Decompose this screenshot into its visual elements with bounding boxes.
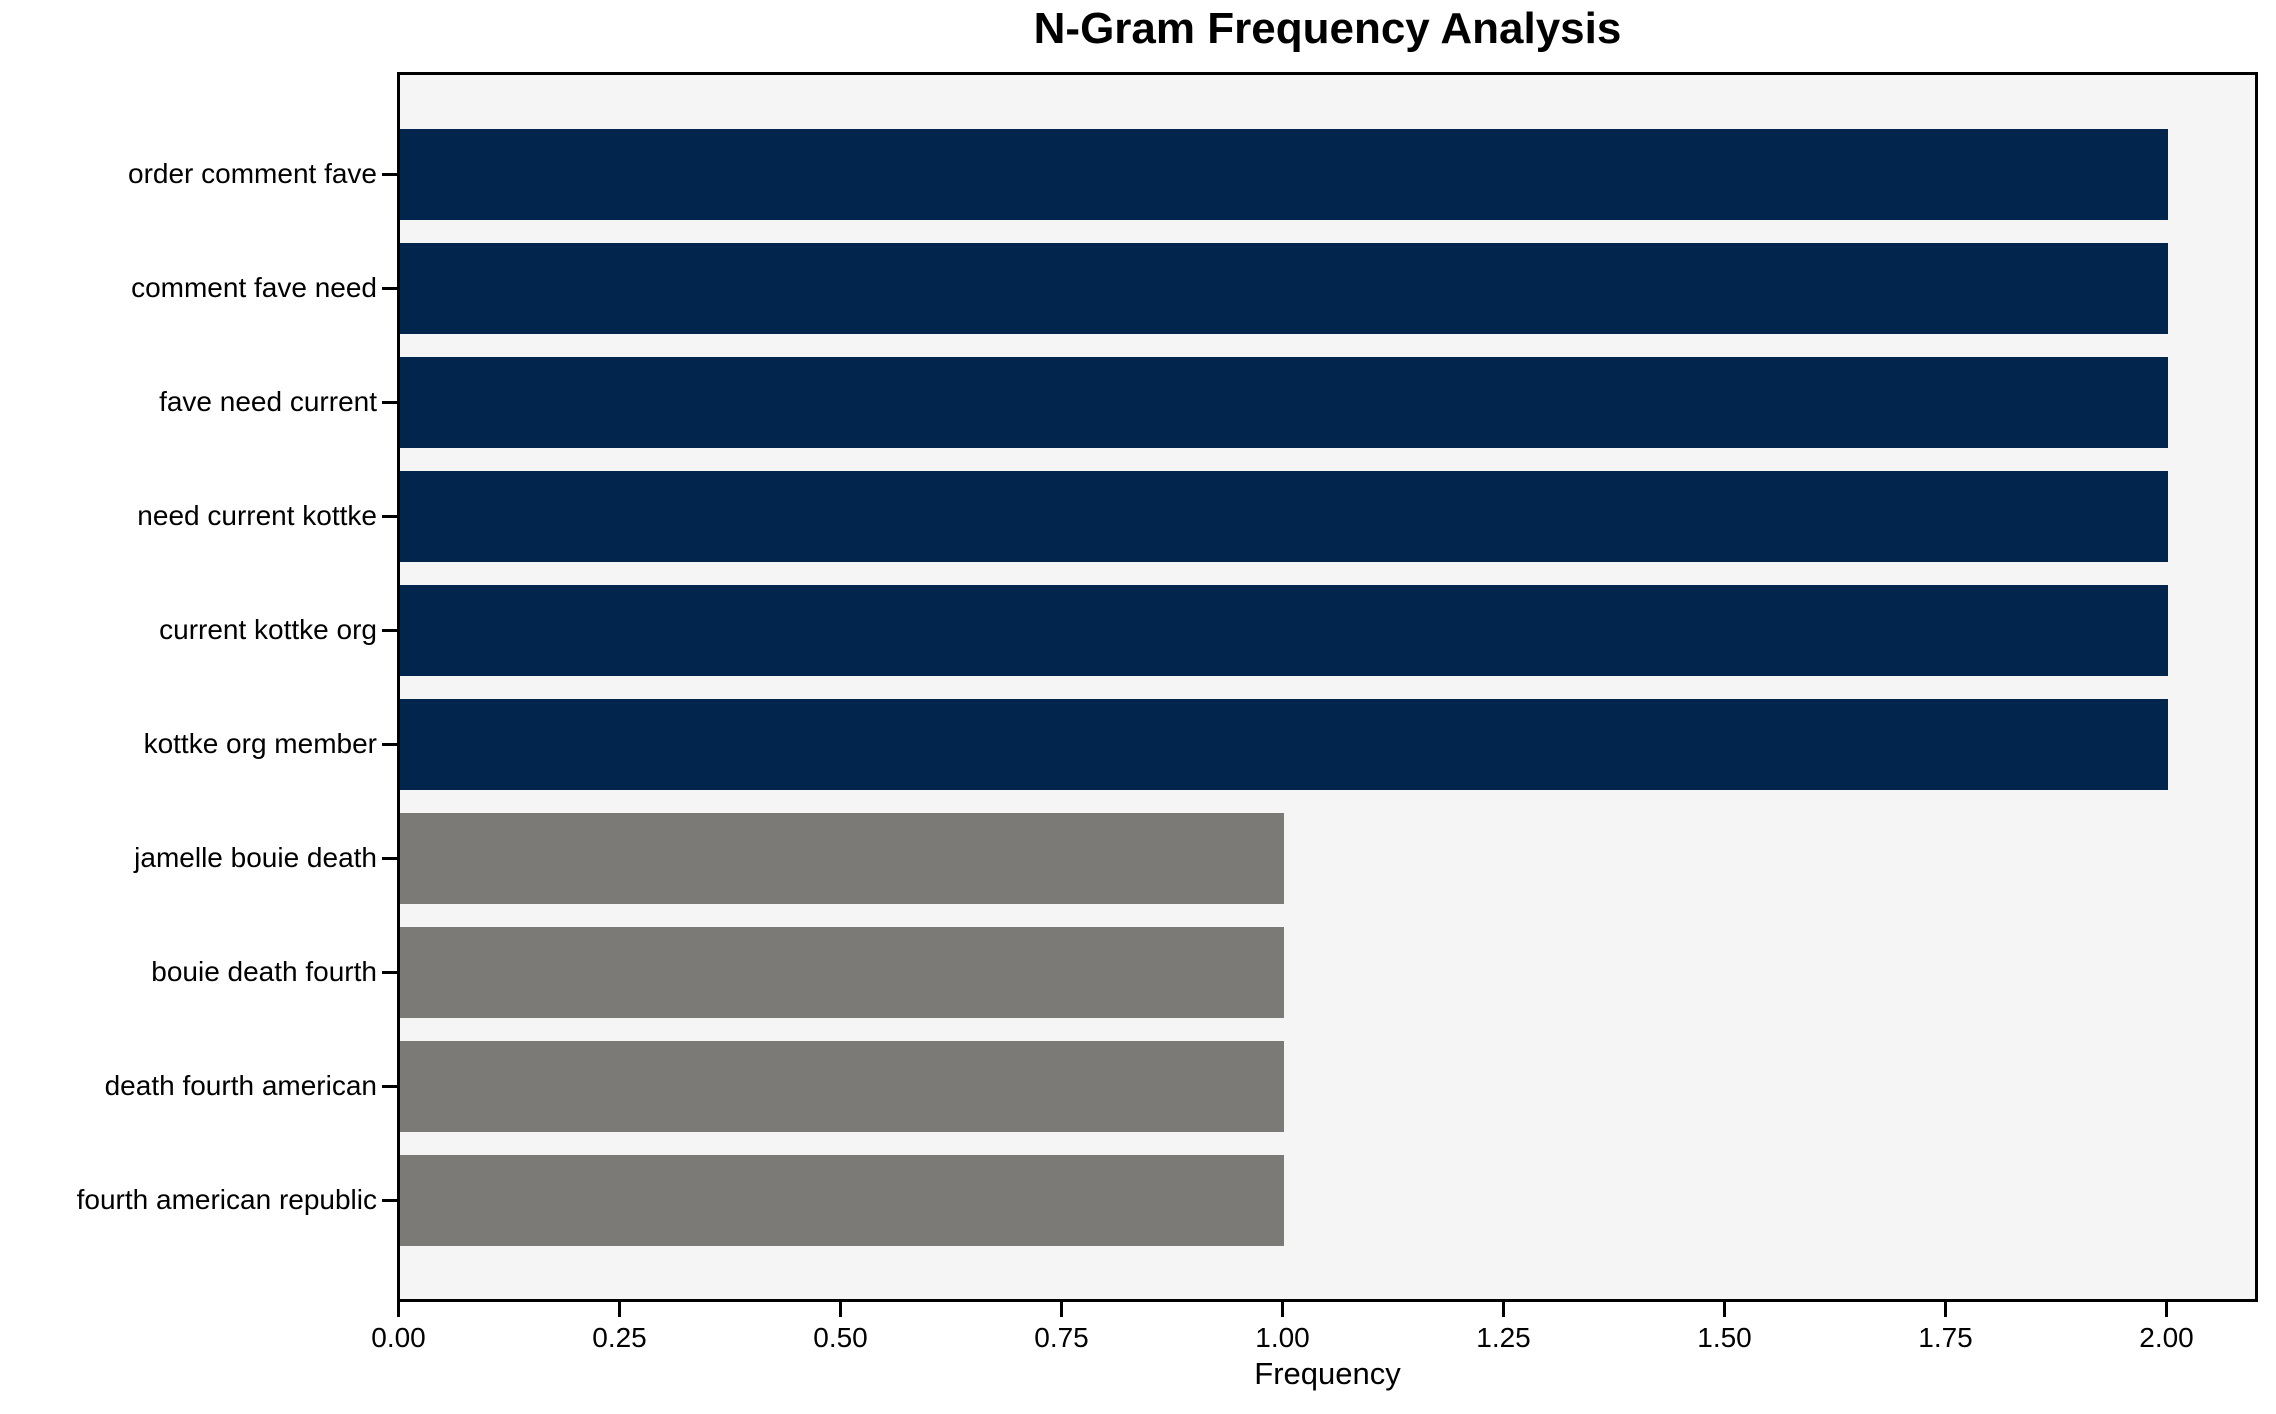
x-tick-mark: [1502, 1302, 1505, 1317]
y-tick-label: need current kottke: [137, 500, 377, 531]
chart-title: N-Gram Frequency Analysis: [1033, 4, 1622, 53]
bar-need-current-kottke: [400, 470, 2168, 562]
y-tick-mark: [382, 286, 397, 290]
x-tick-label: 0.00: [371, 1322, 426, 1353]
x-tick-mark: [2165, 1302, 2168, 1317]
x-tick-mark: [1281, 1302, 1284, 1317]
y-tick-mark: [382, 970, 397, 974]
y-tick-label: bouie death fourth: [151, 956, 377, 987]
y-tick-label: kottke org member: [143, 728, 377, 759]
bar-fave-need-current: [400, 356, 2168, 448]
x-tick-mark: [1944, 1302, 1947, 1317]
bar-order-comment-fave: [400, 128, 2168, 220]
y-tick-label: death fourth american: [104, 1070, 377, 1101]
plot-area: [397, 72, 2258, 1302]
y-tick-label: fourth american republic: [76, 1184, 377, 1215]
x-tick-mark: [1060, 1302, 1063, 1317]
x-tick-mark: [1723, 1302, 1726, 1317]
x-tick-mark: [397, 1302, 400, 1317]
x-tick-mark: [839, 1302, 842, 1317]
x-tick-label: 0.75: [1034, 1322, 1089, 1353]
bar-fourth-american-republic: [400, 1154, 1284, 1246]
x-tick-label: 0.25: [592, 1322, 647, 1353]
y-tick-mark: [382, 1198, 397, 1202]
bar-comment-fave-need: [400, 242, 2168, 334]
y-tick-label: order comment fave: [128, 158, 377, 189]
y-tick-mark: [382, 628, 397, 632]
y-tick-mark: [382, 742, 397, 746]
bar-bouie-death-fourth: [400, 926, 1284, 1018]
x-tick-label: 1.25: [1476, 1322, 1531, 1353]
bar-death-fourth-american: [400, 1040, 1284, 1132]
x-tick-label: 2.00: [2139, 1322, 2194, 1353]
x-axis-title: Frequency: [1254, 1356, 1401, 1391]
bar-jamelle-bouie-death: [400, 812, 1284, 904]
y-tick-mark: [382, 1084, 397, 1088]
x-tick-label: 1.75: [1918, 1322, 1973, 1353]
x-tick-mark: [618, 1302, 621, 1317]
y-tick-mark: [382, 514, 397, 518]
y-tick-label: current kottke org: [159, 614, 377, 645]
y-tick-label: comment fave need: [131, 272, 377, 303]
y-tick-label: fave need current: [159, 386, 377, 417]
y-tick-mark: [382, 172, 397, 176]
y-tick-label: jamelle bouie death: [134, 842, 377, 873]
x-tick-label: 1.50: [1697, 1322, 1752, 1353]
x-tick-label: 1.00: [1255, 1322, 1310, 1353]
y-tick-mark: [382, 856, 397, 860]
x-tick-label: 0.50: [813, 1322, 868, 1353]
y-tick-mark: [382, 400, 397, 404]
bar-current-kottke-org: [400, 584, 2168, 676]
bar-kottke-org-member: [400, 698, 2168, 790]
